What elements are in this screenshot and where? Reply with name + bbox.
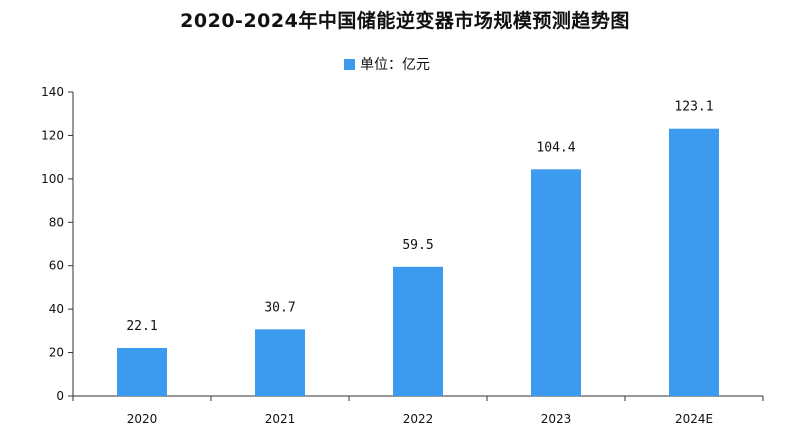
- y-tick-label: 120: [41, 128, 64, 142]
- data-label-2023: 104.4: [536, 140, 575, 155]
- legend-label: 单位：亿元: [360, 57, 430, 73]
- data-label-2022: 59.5: [402, 238, 433, 253]
- data-label-2024E: 123.1: [674, 100, 713, 115]
- bar-2024E: [669, 128, 719, 396]
- data-label-2021: 30.7: [264, 300, 295, 315]
- y-tick-label: 60: [49, 259, 64, 273]
- chart-title: 2020-2024年中国储能逆变器市场规模预测趋势图: [180, 10, 630, 32]
- bars: [117, 128, 719, 396]
- y-tick-label: 140: [41, 85, 64, 99]
- x-tick-label-2024E: 2024E: [675, 412, 713, 426]
- y-tick-label: 0: [56, 389, 64, 403]
- y-tick-label: 20: [49, 346, 64, 360]
- x-tick-label-2022: 2022: [403, 412, 434, 426]
- bar-2020: [117, 348, 167, 396]
- x-tick-label-2023: 2023: [541, 412, 572, 426]
- x-tick-label-2020: 2020: [127, 412, 158, 426]
- bar-2023: [531, 169, 581, 396]
- bar-2022: [393, 266, 443, 396]
- x-tick-label-2021: 2021: [265, 412, 296, 426]
- y-tick-label: 100: [41, 172, 64, 186]
- legend-swatch: [344, 58, 355, 70]
- bar-2021: [255, 329, 305, 396]
- data-labels: 22.1 30.7 59.5 104.4 123.1: [126, 100, 713, 334]
- data-label-2020: 22.1: [126, 319, 157, 334]
- y-tick-label: 40: [49, 302, 64, 316]
- y-tick-label: 80: [49, 215, 64, 229]
- legend: 单位：亿元: [344, 55, 430, 73]
